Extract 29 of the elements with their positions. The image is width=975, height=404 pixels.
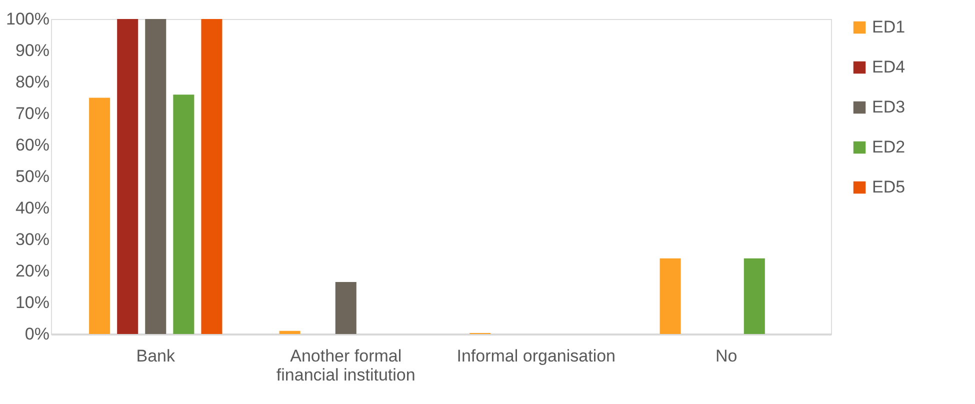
x-tick-label: Bank	[136, 346, 176, 366]
x-tick-label: No	[716, 346, 738, 366]
bar	[89, 98, 110, 334]
bar	[279, 330, 300, 334]
y-tick-label: 40%	[15, 198, 50, 218]
y-tick-label: 70%	[15, 104, 50, 123]
bar	[145, 19, 166, 334]
legend-label: ED5	[872, 178, 906, 196]
y-tick-label: 0%	[24, 324, 50, 344]
x-tick-label: Informal organisation	[456, 346, 616, 366]
legend-label: ED1	[872, 18, 906, 36]
bar	[201, 19, 222, 334]
y-tick-label: 90%	[15, 41, 50, 60]
y-tick-label: 100%	[6, 10, 50, 28]
x-tick-label: Another formal financial institution	[276, 346, 416, 384]
legend-label: ED3	[872, 98, 906, 116]
legend-label: ED4	[872, 58, 906, 76]
legend-label: ED2	[872, 138, 906, 156]
bar	[335, 282, 356, 334]
bar	[173, 94, 194, 334]
y-tick-label: 10%	[15, 293, 50, 312]
bar	[744, 258, 765, 334]
bar	[117, 19, 138, 334]
y-tick-label: 50%	[15, 167, 50, 186]
y-tick-label: 80%	[15, 72, 50, 92]
bar	[660, 258, 681, 334]
y-tick-label: 30%	[15, 230, 50, 249]
y-tick-label: 20%	[15, 262, 50, 280]
y-tick-label: 60%	[15, 136, 50, 154]
